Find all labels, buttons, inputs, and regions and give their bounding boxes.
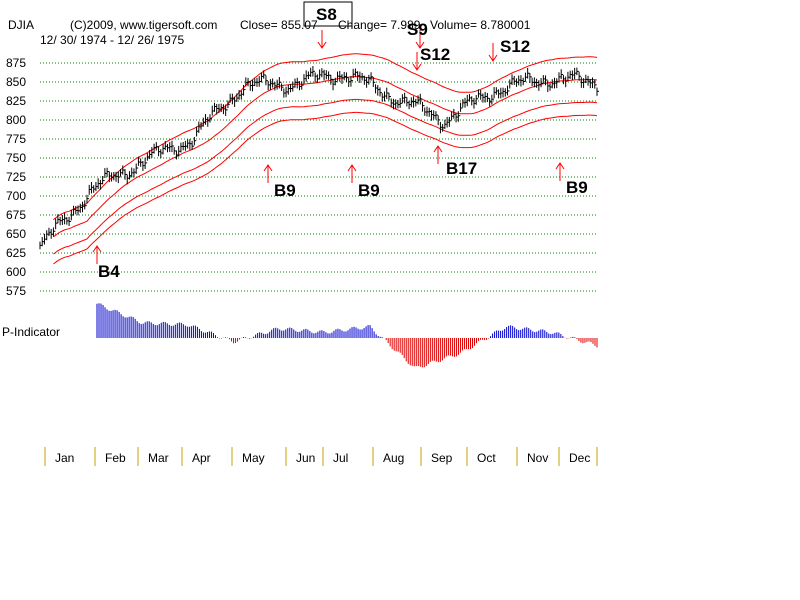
- month-label: Mar: [148, 451, 169, 465]
- signal-arrowhead: [415, 41, 425, 49]
- month-label: Jun: [296, 451, 315, 465]
- symbol: DJIA: [8, 18, 34, 32]
- bands: [53, 53, 598, 265]
- y-tick-label: 675: [6, 208, 26, 222]
- y-axis: 875 850 825 800 775 750 725 700 675 650 625 600 575: [6, 56, 26, 298]
- y-tick-label: 800: [6, 113, 26, 127]
- signals: B4 B9 S8 B9 S9 S12 B17 S12 B9: [92, 1, 588, 281]
- y-tick-label: 625: [6, 246, 26, 260]
- month-label: Sep: [431, 451, 453, 465]
- month-label: Aug: [383, 451, 404, 465]
- y-tick-label: 700: [6, 189, 26, 203]
- month-label: Feb: [105, 451, 126, 465]
- signal-label: S8: [316, 5, 337, 24]
- signal-label: B4: [98, 262, 120, 281]
- signal-arrowhead: [317, 41, 327, 49]
- month-label: Apr: [192, 451, 211, 465]
- y-tick-label: 750: [6, 151, 26, 165]
- p-indicator: [96, 303, 598, 368]
- date-range: 12/ 30/ 1974 - 12/ 26/ 1975: [40, 33, 184, 47]
- upper-band: [53, 53, 598, 221]
- month-axis: Jan Feb Mar Apr May Jun Jul Aug Sep Oct Nov Dec: [44, 447, 598, 466]
- y-tick-label: 575: [6, 284, 26, 298]
- signal-label: S12: [420, 45, 450, 64]
- close-value: Close= 855.07: [240, 18, 318, 32]
- signal-arrowhead: [412, 63, 422, 71]
- y-tick-label: 825: [6, 94, 26, 108]
- price-bars: [39, 65, 599, 250]
- signal-label: S12: [500, 37, 530, 56]
- copyright: (C)2009, www.tigersoft.com: [70, 18, 217, 32]
- signal-label: B9: [566, 178, 588, 197]
- signal-arrowhead: [555, 162, 565, 170]
- signal-arrowhead: [92, 245, 102, 253]
- signal-box: [303, 1, 353, 27]
- signal-label: B17: [446, 159, 477, 178]
- month-label: Jan: [55, 451, 74, 465]
- volume-value: Volume= 8.780001: [430, 18, 531, 32]
- month-label: Oct: [477, 451, 496, 465]
- y-tick-label: 600: [6, 265, 26, 279]
- grid: [40, 62, 597, 292]
- y-tick-label: 650: [6, 227, 26, 241]
- signal-arrowhead: [347, 164, 357, 172]
- month-label: Dec: [569, 451, 590, 465]
- change-value: Change= 7.989: [338, 18, 421, 32]
- y-tick-label: 775: [6, 132, 26, 146]
- signal-arrowhead: [263, 164, 273, 172]
- month-label: Jul: [333, 451, 348, 465]
- signal-label: B9: [358, 181, 380, 200]
- signal-label: S9: [407, 20, 428, 39]
- signal-arrowhead: [433, 145, 443, 153]
- y-tick-label: 725: [6, 170, 26, 184]
- y-tick-label: 850: [6, 75, 26, 89]
- y-tick-label: 875: [6, 56, 26, 70]
- indicator-label: P-Indicator: [2, 325, 60, 339]
- signal-label: B9: [274, 181, 296, 200]
- month-label: Nov: [527, 451, 548, 465]
- lower-band-2: [53, 111, 598, 265]
- mid-band: [53, 76, 598, 238]
- month-label: May: [242, 451, 265, 465]
- lower-band: [53, 98, 598, 255]
- signal-arrowhead: [488, 54, 498, 62]
